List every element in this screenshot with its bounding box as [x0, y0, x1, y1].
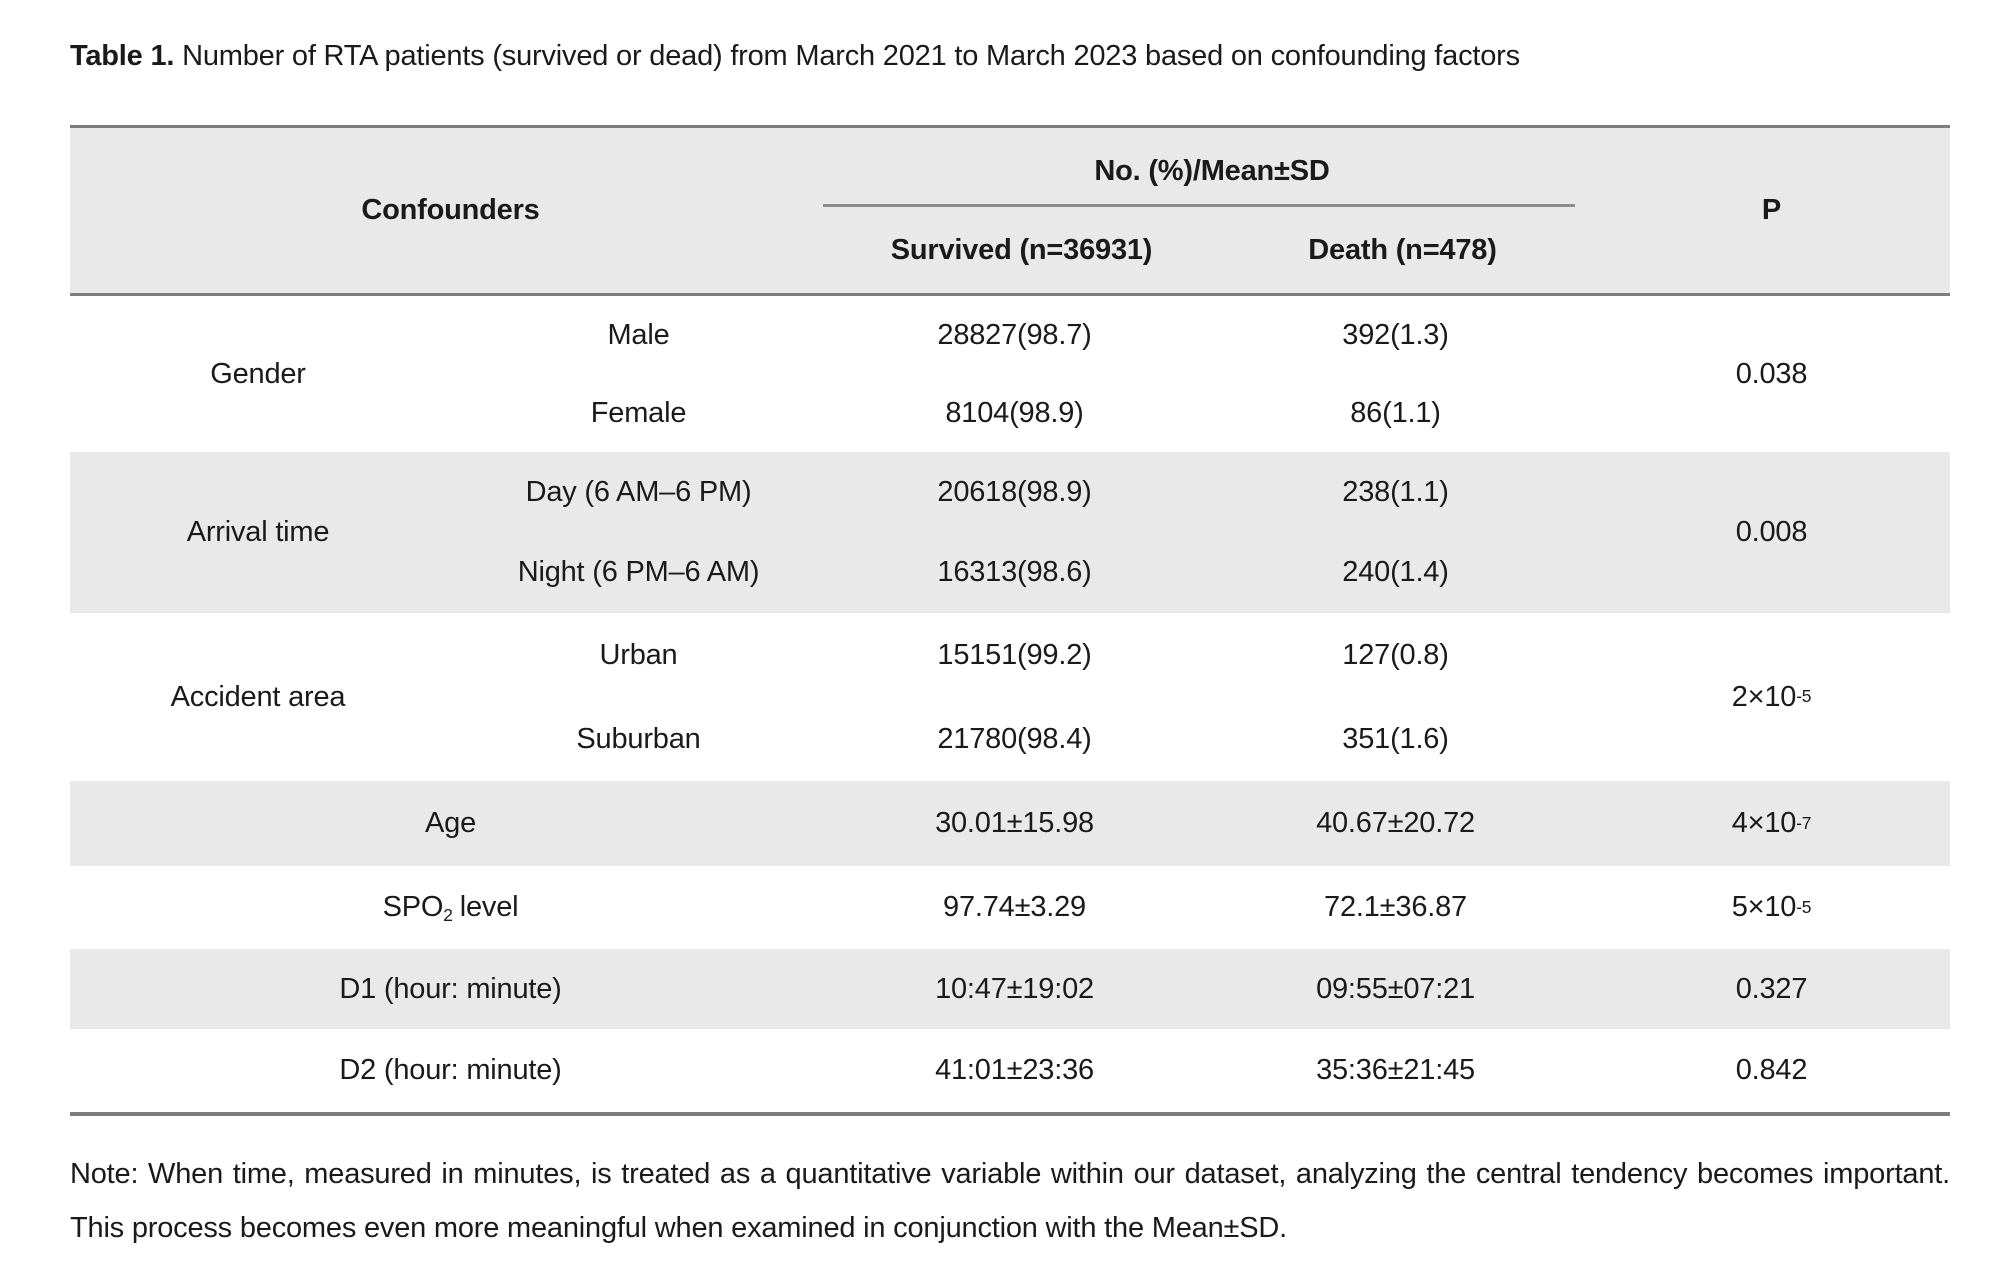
spo2-text-level: level: [459, 891, 519, 923]
col-header-death: Death (n=478): [1308, 233, 1497, 266]
col-header-survived: Survived (n=36931): [890, 233, 1153, 266]
row-age: Age 30.01±15.98 40.67±20.72 4×10 -7: [70, 781, 1950, 866]
row-group-accident-area: Accident area Urban 15151(99.2) 127(0.8)…: [70, 613, 1950, 781]
death-value: 392(1.3): [1342, 318, 1449, 351]
survived-value: 21780(98.4): [937, 722, 1092, 755]
row-group-arrival-time: Arrival time Day (6 AM–6 PM) 20618(98.9)…: [70, 452, 1950, 613]
death-value: 127(0.8): [1342, 638, 1449, 671]
header-divider-line: [823, 204, 1575, 207]
death-value: 86(1.1): [1350, 396, 1441, 429]
category-cell-day: Day (6 AM–6 PM): [525, 475, 752, 508]
table-header-row: Confounders No. (%)/Mean±SD Survived (n=…: [70, 128, 1950, 296]
category-cell-urban: Urban: [599, 638, 678, 671]
p-value-base: 5×10: [1731, 891, 1797, 923]
survived-value: 10:47±19:02: [935, 972, 1094, 1005]
death-value: 72.1±36.87: [1324, 891, 1467, 923]
row-label-d1: D1 (hour: minute): [339, 972, 562, 1005]
survived-value: 30.01±15.98: [935, 807, 1094, 839]
death-value: 35:36±21:45: [1316, 1054, 1475, 1086]
survived-value: 16313(98.6): [937, 556, 1092, 589]
p-value-base: 4×10: [1731, 807, 1797, 839]
col-header-group: No. (%)/Mean±SD Survived (n=36931) Death…: [823, 128, 1593, 293]
group-label-arrival-time: Arrival time: [186, 516, 330, 548]
p-value-age: 4×10 -7: [1731, 807, 1812, 839]
category-cell-night: Night (6 PM–6 AM): [517, 556, 760, 589]
p-value-base: 2×10: [1731, 680, 1797, 713]
group-label-gender: Gender: [210, 357, 306, 390]
survived-value: 20618(98.9): [937, 475, 1092, 508]
col-header-confounders: Confounders: [361, 194, 540, 226]
table-note: Note: When time, measured in minutes, is…: [70, 1158, 1950, 1244]
col-header-no-pct-mean-sd: No. (%)/Mean±SD: [1094, 154, 1330, 187]
row-d1: D1 (hour: minute) 10:47±19:02 09:55±07:2…: [70, 949, 1950, 1029]
p-value-d2: 0.842: [1735, 1054, 1808, 1086]
data-table: Confounders No. (%)/Mean±SD Survived (n=…: [70, 125, 1950, 1116]
spo2-text: SPO: [382, 891, 444, 923]
col-header-p: P: [1761, 194, 1782, 226]
group-label-accident-area: Accident area: [170, 680, 346, 713]
category-cell-male: Male: [607, 318, 670, 351]
p-value-spo2: 5×10 -5: [1731, 891, 1812, 923]
table-caption-text: Number of RTA patients (survived or dead…: [174, 40, 1520, 72]
table-caption: Table 1. Number of RTA patients (survive…: [70, 40, 1950, 73]
death-value: 238(1.1): [1342, 475, 1449, 508]
subheader-row: Survived (n=36931) Death (n=478): [831, 207, 1593, 293]
survived-value: 97.74±3.29: [943, 891, 1086, 923]
survived-value: 41:01±23:36: [935, 1054, 1094, 1086]
row-spo2-level: SPO 2 level 97.74±3.29 72.1±36.87 5×10 -5: [70, 866, 1950, 949]
death-value: 240(1.4): [1342, 556, 1449, 589]
death-value: 351(1.6): [1342, 722, 1449, 755]
row-group-gender: Gender Male 28827(98.7) 392(1.3) Female …: [70, 296, 1950, 452]
survived-value: 15151(99.2): [937, 638, 1092, 671]
row-label-d2: D2 (hour: minute): [339, 1054, 562, 1086]
survived-value: 28827(98.7): [937, 318, 1092, 351]
p-value-accident-area: 2×10 -5: [1731, 680, 1812, 713]
p-value-d1: 0.327: [1735, 972, 1808, 1005]
row-label-age: Age: [425, 807, 476, 839]
table-caption-label: Table 1.: [70, 40, 175, 72]
row-d2: D2 (hour: minute) 41:01±23:36 35:36±21:4…: [70, 1029, 1950, 1112]
p-value-gender: 0.038: [1735, 357, 1808, 390]
category-cell-female: Female: [590, 396, 687, 429]
row-label-spo2: SPO 2 level: [382, 891, 519, 926]
death-value: 40.67±20.72: [1316, 807, 1475, 839]
category-cell-suburban: Suburban: [576, 722, 701, 755]
p-value-arrival-time: 0.008: [1735, 516, 1808, 548]
survived-value: 8104(98.9): [945, 396, 1084, 429]
death-value: 09:55±07:21: [1316, 972, 1475, 1005]
